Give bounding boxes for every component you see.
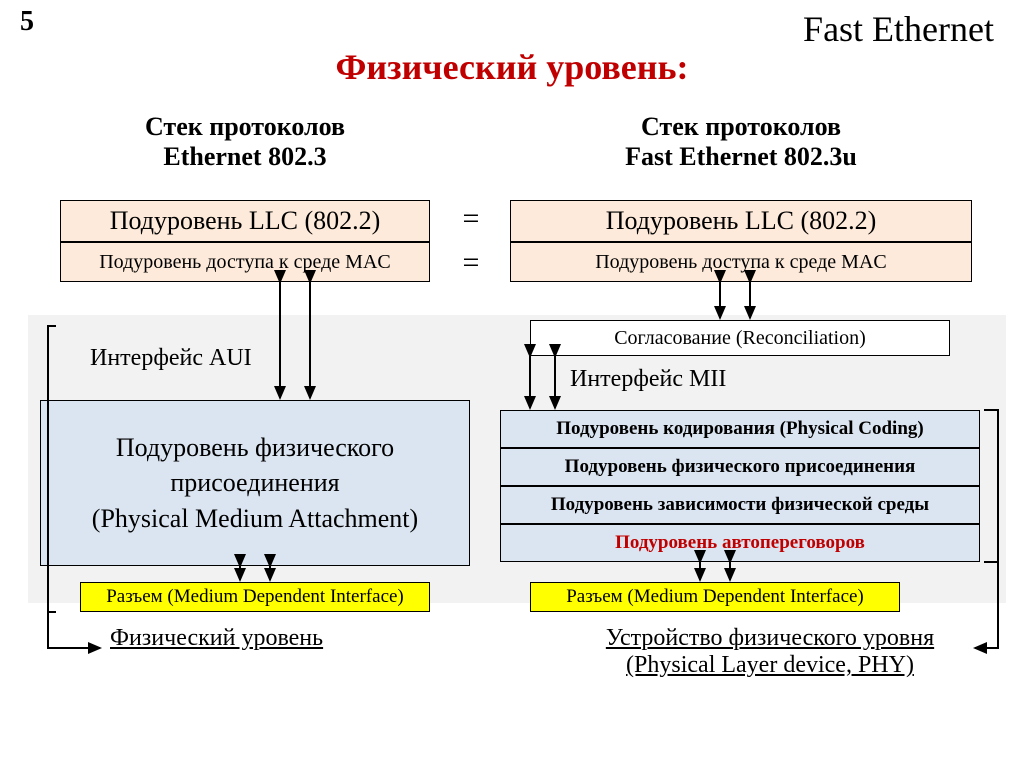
right-mac-block: Подуровень доступа к среде MAC: [510, 242, 972, 282]
left-stack-title: Стек протоколов Ethernet 802.3: [60, 112, 430, 172]
header-right: Fast Ethernet: [803, 8, 994, 50]
left-mdi-label: Разъем (Medium Dependent Interface): [106, 586, 404, 608]
right-pma-label: Подуровень физического присоединения: [565, 456, 916, 478]
right-mdi-label: Разъем (Medium Dependent Interface): [566, 586, 864, 608]
left-llc-label: Подуровень LLC (802.2): [110, 206, 381, 236]
equals-bottom: =: [446, 246, 496, 280]
left-mdi-block: Разъем (Medium Dependent Interface): [80, 582, 430, 612]
right-llc-block: Подуровень LLC (802.2): [510, 200, 972, 242]
left-pma-block: Подуровень физического присоединения (Ph…: [40, 400, 470, 566]
equals-top: =: [446, 202, 496, 236]
right-mdi-block: Разъем (Medium Dependent Interface): [530, 582, 900, 612]
left-mac-label: Подуровень доступа к среде MAC: [99, 251, 391, 274]
page-title: Физический уровень:: [0, 46, 1024, 88]
right-autoneg-block: Подуровень автопереговоров: [500, 524, 980, 562]
right-mii-label: Интерфейс MII: [570, 366, 726, 393]
right-pmd-label: Подуровень зависимости физической среды: [551, 494, 929, 516]
left-mac-block: Подуровень доступа к среде MAC: [60, 242, 430, 282]
right-pcs-label: Подуровень кодирования (Physical Coding): [556, 418, 923, 440]
right-phy-label: Устройство физического уровня (Physical …: [560, 625, 980, 679]
right-reconciliation-label: Согласование (Reconciliation): [614, 327, 866, 350]
left-phy-label: Физический уровень: [110, 625, 323, 652]
right-pcs-block: Подуровень кодирования (Physical Coding): [500, 410, 980, 448]
left-aui-label: Интерфейс AUI: [90, 345, 252, 372]
right-pmd-block: Подуровень зависимости физической среды: [500, 486, 980, 524]
right-reconciliation-block: Согласование (Reconciliation): [530, 320, 950, 356]
left-pma-label: Подуровень физического присоединения (Ph…: [41, 430, 469, 535]
right-mac-label: Подуровень доступа к среде MAC: [595, 251, 887, 274]
right-llc-label: Подуровень LLC (802.2): [606, 206, 877, 236]
right-autoneg-label: Подуровень автопереговоров: [615, 532, 865, 554]
left-llc-block: Подуровень LLC (802.2): [60, 200, 430, 242]
right-stack-title: Стек протоколов Fast Ethernet 802.3u: [510, 112, 972, 172]
slide-number: 5: [20, 6, 34, 38]
right-pma-block: Подуровень физического присоединения: [500, 448, 980, 486]
